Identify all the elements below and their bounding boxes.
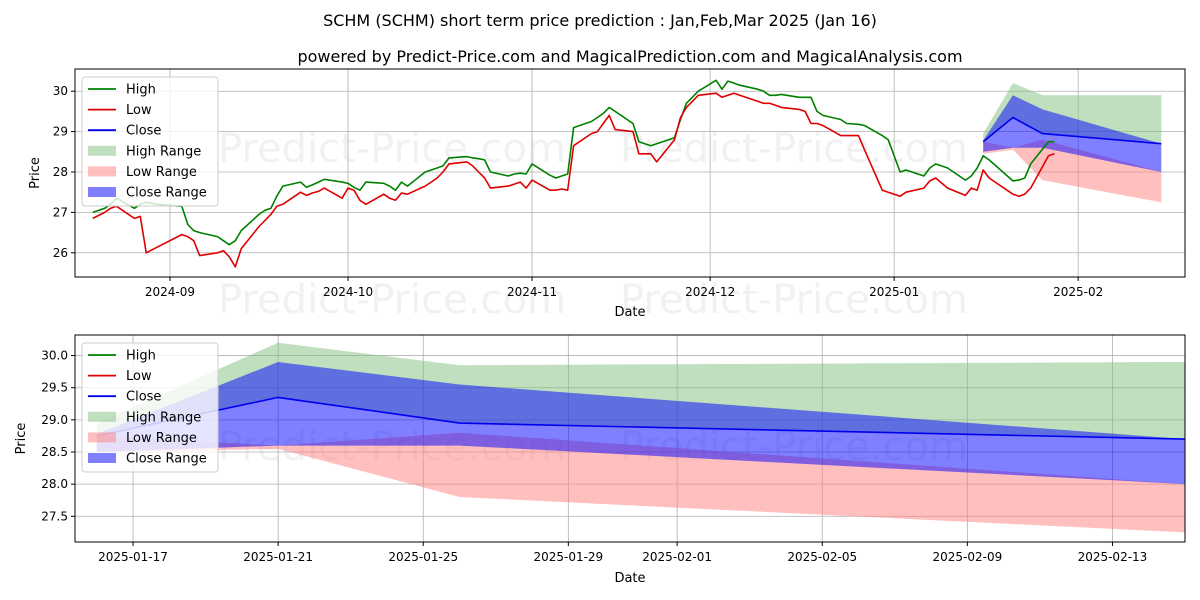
y-tick-label: 30.0	[41, 349, 68, 363]
high-series-line	[92, 79, 1055, 246]
legend-label: High	[126, 349, 156, 364]
x-tick-label: 2025-01-25	[388, 550, 458, 564]
low-range-band	[96, 432, 1185, 533]
x-tick-label: 2024-10	[323, 285, 373, 299]
legend-label: Close	[126, 124, 161, 139]
x-tick-label: 2025-02-13	[1078, 550, 1148, 564]
legend-item-close: Close	[88, 124, 161, 139]
y-axis-label: Price	[28, 157, 43, 189]
watermark-top-left: Predict-Price.com	[218, 126, 566, 172]
y-tick-label: 29	[53, 125, 68, 139]
close-series-line	[982, 116, 1162, 145]
x-tick-label: 2025-01-29	[533, 550, 603, 564]
y-axis-label: Price	[14, 423, 29, 455]
panel-forecast: 2025-01-17 2025-01-21 2025-01-25 2025-01-29…	[14, 334, 1186, 586]
chart-subtitle: powered by Predict-Price.com and Magical…	[297, 47, 962, 66]
axes-frame	[74, 334, 1186, 543]
y-tick-label: 26	[53, 246, 68, 260]
watermark-mid-right: Predict-Price.com	[620, 277, 968, 323]
x-tick-label: 2025-02-09	[932, 550, 1002, 564]
x-axis-label: Date	[614, 305, 645, 320]
legend-item-low: Low	[88, 103, 152, 118]
close-range-band	[983, 95, 1162, 172]
close-range-band	[96, 362, 1185, 485]
x-axis-label: Date	[614, 571, 645, 586]
legend-label: Low	[126, 369, 152, 384]
chart-title: SCHM (SCHM) short term price prediction …	[323, 11, 877, 30]
y-tick-label: 29.0	[41, 413, 68, 427]
legend-item-low-range: Low Range	[88, 165, 197, 180]
legend-item-high: High	[88, 83, 156, 98]
legend-label: High Range	[126, 144, 201, 159]
legend: High Low Close High Range Low Range Close Ran…	[81, 76, 219, 207]
x-tick-label: 2024-12	[685, 285, 735, 299]
legend-item-high: High	[88, 349, 156, 364]
legend-item-close: Close	[88, 390, 161, 405]
legend: High Low Close High Range Low Range Close Ran…	[81, 342, 219, 473]
low-range-band	[983, 139, 1162, 203]
legend-swatch-patch	[88, 166, 116, 177]
legend-label: Low	[126, 103, 152, 118]
legend-label: High	[126, 83, 156, 98]
legend-label: High Range	[126, 410, 201, 425]
x-tick-label: 2025-01-21	[243, 550, 313, 564]
y-tick-label: 28	[53, 165, 68, 179]
legend-swatch-patch	[88, 432, 116, 443]
x-tick-label: 2025-02-01	[642, 550, 712, 564]
high-range-band	[96, 342, 1185, 440]
high-range-band	[983, 83, 1162, 144]
y-tick-label: 27	[53, 205, 68, 219]
axes-frame	[74, 68, 1186, 278]
legend-item-low-range: Low Range	[88, 431, 197, 446]
legend-swatch-patch	[88, 187, 116, 197]
watermark-mid-left: Predict-Price.com	[218, 277, 566, 323]
y-tick-label: 27.5	[41, 509, 68, 523]
legend-swatch-patch	[88, 411, 116, 422]
legend-label: Low Range	[126, 431, 197, 446]
y-tick-label: 29.5	[41, 381, 68, 395]
x-tick-label: 2025-02-05	[787, 550, 857, 564]
x-tick-label: 2024-09	[145, 285, 195, 299]
legend-item-close-range: Close Range	[88, 452, 207, 467]
y-tick-label: 28.5	[41, 445, 68, 459]
watermark-top-right: Predict-Price.com	[620, 126, 968, 172]
legend-label: Close Range	[126, 452, 207, 467]
legend-label: Low Range	[126, 165, 197, 180]
panel-history: 2024-09 2024-10 2024-11 2024-12 2025-01 2025-…	[28, 68, 1186, 320]
y-tick-label: 28.0	[41, 477, 68, 491]
x-tick-label: 2025-01-17	[98, 550, 168, 564]
low-series-line	[92, 92, 1055, 268]
legend-item-high-range: High Range	[88, 410, 201, 425]
y-tick-label: 30	[53, 84, 68, 98]
legend-swatch-patch	[88, 453, 116, 463]
x-tick-label: 2025-02	[1053, 285, 1103, 299]
legend-item-high-range: High Range	[88, 144, 201, 159]
legend-label: Close	[126, 390, 161, 405]
x-tick-label: 2025-01	[869, 285, 919, 299]
legend-item-close-range: Close Range	[88, 186, 207, 201]
x-tick-label: 2024-11	[507, 285, 557, 299]
legend-label: Close Range	[126, 186, 207, 201]
legend-item-low: Low	[88, 369, 152, 384]
legend-swatch-patch	[88, 145, 116, 156]
